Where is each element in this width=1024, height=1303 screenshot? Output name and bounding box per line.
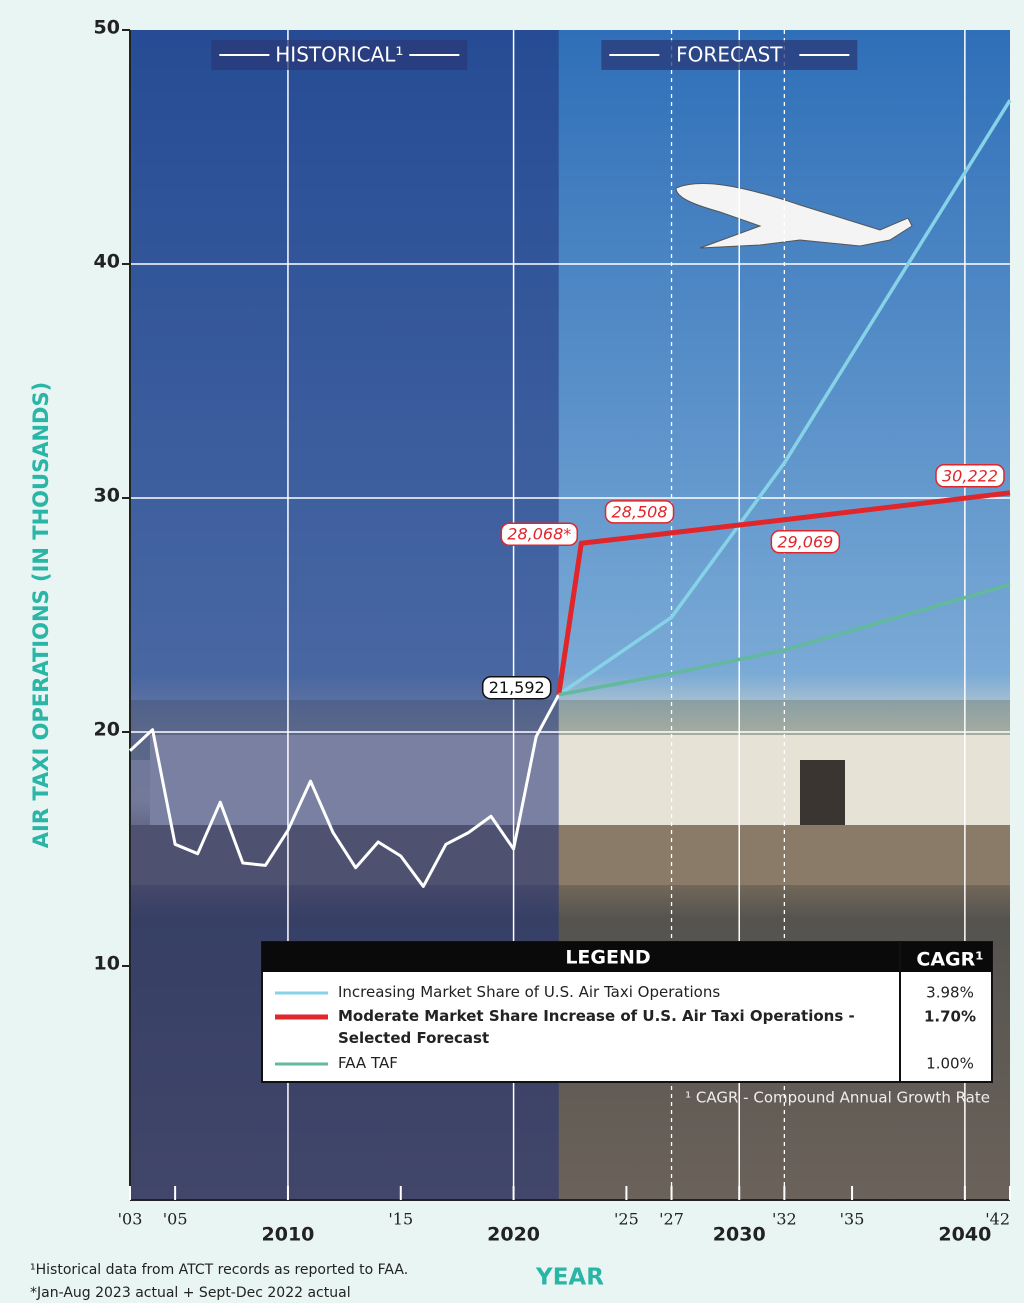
x-tick-label: '42	[985, 1210, 1010, 1229]
y-tick-label: 30	[94, 485, 120, 507]
value-label-box	[770, 530, 841, 554]
legend-footnote: ¹ CAGR - Compound Annual Growth Rate	[685, 1089, 990, 1107]
line	[128, 694, 561, 888]
x-tick-label: '35	[840, 1210, 865, 1229]
footnote: *Jan-Aug 2023 actual + Sept-Dec 2022 act…	[30, 1285, 351, 1301]
line	[557, 99, 1012, 697]
x-tick-label: '03	[118, 1210, 143, 1229]
legend-title: LEGEND	[565, 947, 650, 969]
x-tick-label: '25	[614, 1210, 639, 1229]
x-tick-label: 2030	[713, 1224, 766, 1246]
legend-entry: Moderate Market Share Increase of U.S. A…	[338, 1007, 855, 1047]
y-axis-title: AIR TAXI OPERATIONS (IN THOUSANDS)	[29, 382, 53, 848]
y-tick-label: 50	[94, 17, 120, 39]
legend-label: FAA TAF	[338, 1054, 398, 1072]
y-tick-label: 10	[94, 953, 120, 975]
line	[556, 490, 1011, 696]
legend-cagr: 1.70%	[924, 1008, 976, 1026]
y-tick-label: 40	[94, 251, 120, 273]
x-tick-label: 2010	[262, 1224, 315, 1246]
region-label: FORECAST	[676, 43, 783, 67]
jet	[675, 183, 913, 249]
x-axis-title: YEAR	[535, 1265, 604, 1291]
x-tick-label: '32	[772, 1210, 797, 1229]
value-label: 29,069	[777, 532, 833, 551]
region-label: HISTORICAL¹	[275, 43, 403, 67]
value-label: 21,592	[489, 678, 545, 697]
value-label-box	[500, 522, 579, 546]
y-tick-label: 20	[94, 719, 120, 741]
x-tick-label: 2040	[938, 1224, 991, 1246]
legend-entry: FAA TAF	[338, 1054, 398, 1072]
value-label: 28,508	[612, 502, 668, 521]
value-label: 28,068*	[507, 525, 571, 544]
x-tick-label: '27	[659, 1210, 684, 1229]
legend-entry: Increasing Market Share of U.S. Air Taxi…	[338, 983, 721, 1001]
x-tick-label: 2020	[487, 1224, 540, 1246]
legend-label: Moderate Market Share Increase of U.S. A…	[338, 1007, 855, 1047]
x-tick-label: '15	[388, 1210, 413, 1229]
hangar-door	[800, 760, 845, 825]
jet-body	[675, 183, 913, 249]
legend-cagr: 1.00%	[926, 1055, 974, 1073]
value-label-box	[481, 675, 552, 700]
x-tick-label: '05	[163, 1210, 188, 1229]
value-label-box	[935, 464, 1005, 488]
line	[558, 582, 1011, 697]
legend-header	[262, 942, 992, 972]
legend-cagr: 3.98%	[926, 984, 974, 1002]
footnote: ¹Historical data from ATCT records as re…	[30, 1262, 408, 1278]
legend-label: Increasing Market Share of U.S. Air Taxi…	[338, 983, 721, 1001]
value-label-box	[604, 500, 675, 524]
legend-cagr-title: CAGR¹	[916, 949, 983, 971]
value-label: 30,222	[942, 466, 998, 485]
